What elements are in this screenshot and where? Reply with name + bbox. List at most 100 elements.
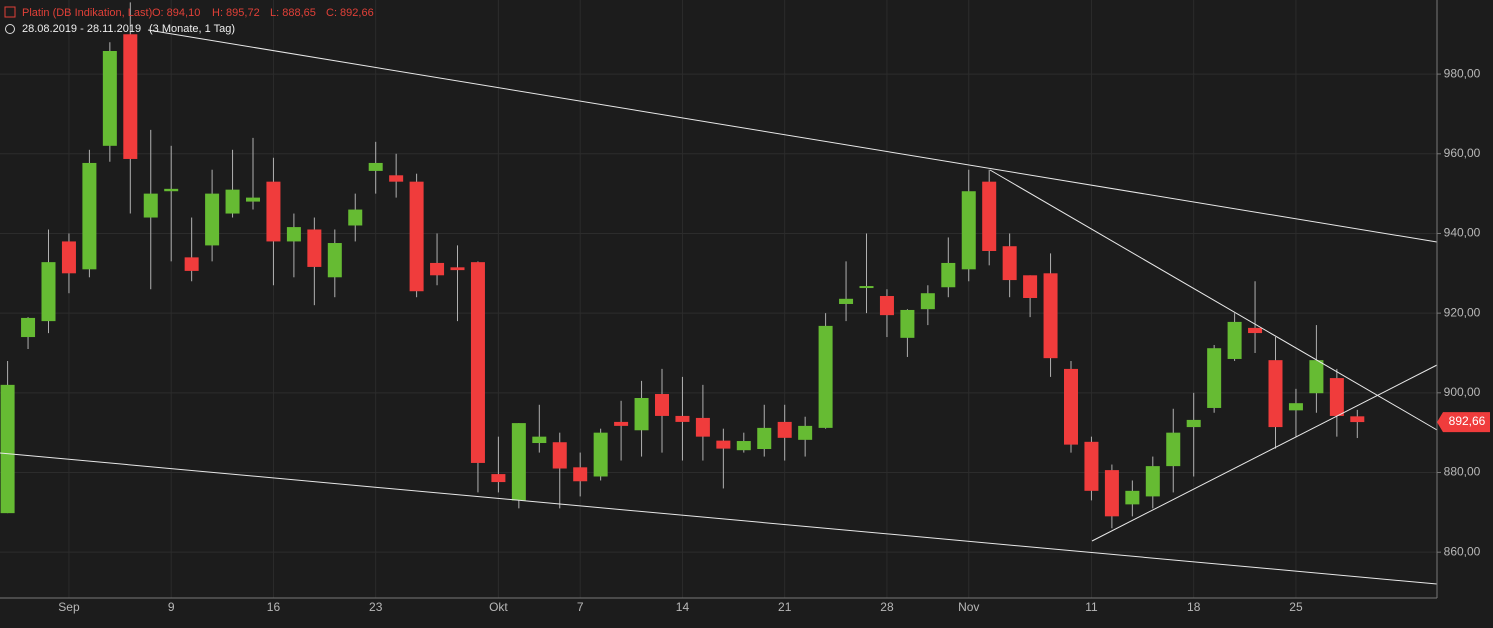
candle-body [879,296,894,316]
candle-body [695,417,710,437]
candle-body [389,175,404,182]
candle-body [1288,403,1303,411]
candle-body [511,423,526,501]
candle-body [675,415,690,422]
chart-title: Platin (DB Indikation, Last) [22,7,152,19]
candle-body [470,262,485,463]
candle-body [307,229,322,267]
subtitle: 28.08.2019 - 28.11.2019 [22,23,141,35]
x-tick-label: 18 [1187,600,1201,614]
grid [0,0,1437,598]
price-marker [1437,412,1490,433]
candle-body [102,50,117,146]
x-tick-label: 23 [369,600,383,614]
candle-body [1350,416,1365,423]
y-tick-label: 920,00 [1444,305,1481,319]
candle-body [655,394,669,416]
y-tick-label: 980,00 [1444,66,1481,80]
ohlc-label: C: 892,66 [326,7,374,19]
candle-body [941,262,956,288]
x-tick-label: 11 [1085,600,1098,614]
candle-body [1145,466,1160,497]
y-tick-label: 960,00 [1444,146,1481,160]
header: Platin (DB Indikation, Last) O: 894,10 H… [4,6,374,35]
clock-icon [5,24,15,34]
candle-body [123,34,138,159]
period: (3 Monate, 1 Tag) [149,23,235,35]
candle-body [1329,378,1344,416]
candle-body [1186,419,1201,428]
y-tick-label: 880,00 [1444,465,1481,479]
candle-body [184,257,199,271]
candle-body [573,467,588,482]
candle-body [982,181,997,251]
candle-body [409,181,424,292]
x-tick-label: 9 [168,600,175,614]
candle-body [1125,490,1140,505]
candle-body [286,227,301,242]
x-tick-label: 7 [577,600,584,614]
candle-body [1268,360,1283,428]
x-tick-label: 21 [778,600,792,614]
trendline [147,29,1438,243]
candle-body [1023,275,1038,299]
y-tick-label: 900,00 [1444,385,1481,399]
y-tick-label: 940,00 [1444,226,1481,240]
candle-body [82,162,97,270]
candle-body [348,209,363,226]
candle-body [21,317,36,338]
candle-body [1064,368,1078,445]
candle-body [859,286,874,289]
candle-body [61,241,76,274]
trendlines [0,29,1438,585]
trendline [0,452,1438,585]
trendline [1091,364,1438,542]
candle-body [839,298,854,304]
candle-body [1309,360,1324,394]
candle-body [1084,441,1099,491]
candle-body [491,474,506,483]
candle-body [634,398,649,431]
x-tick-label: 28 [880,600,894,614]
candle-body [900,309,915,338]
candle-body [777,421,792,438]
candle-body [757,427,772,449]
trendline [989,169,1438,431]
candle-body [41,262,56,322]
candle-body [920,293,935,310]
candle-body [1227,321,1242,359]
candle-body [614,421,629,426]
candles [0,2,1365,529]
candle-body [205,193,220,246]
candle-body [450,267,465,271]
candle-body [225,189,240,214]
x-tick-label: Sep [58,600,80,614]
candle-body [164,188,179,192]
x-tick-label: 16 [267,600,281,614]
candle-body [552,442,567,469]
candle-body [1166,432,1181,467]
candle-body [716,440,731,449]
y-tick-label: 860,00 [1444,544,1481,558]
candle-body [532,436,547,444]
price-label: 892,66 [1449,414,1486,428]
candle-body [736,441,751,451]
ohlc-label: L: 888,65 [270,7,316,19]
chart-icon [4,6,16,18]
x-tick-label: Okt [489,600,508,614]
candle-body [1207,348,1222,408]
candle-body [593,432,608,477]
candle-body [1104,470,1119,517]
candle-body [327,243,342,278]
x-tick-label: 25 [1289,600,1303,614]
candle-body [1248,327,1263,334]
candle-body [266,181,281,242]
candle-body [246,197,260,202]
candle-body [368,162,383,171]
candle-body [818,325,833,428]
candle-body [143,193,158,218]
candle-body [0,384,15,514]
candle-body [961,191,976,270]
